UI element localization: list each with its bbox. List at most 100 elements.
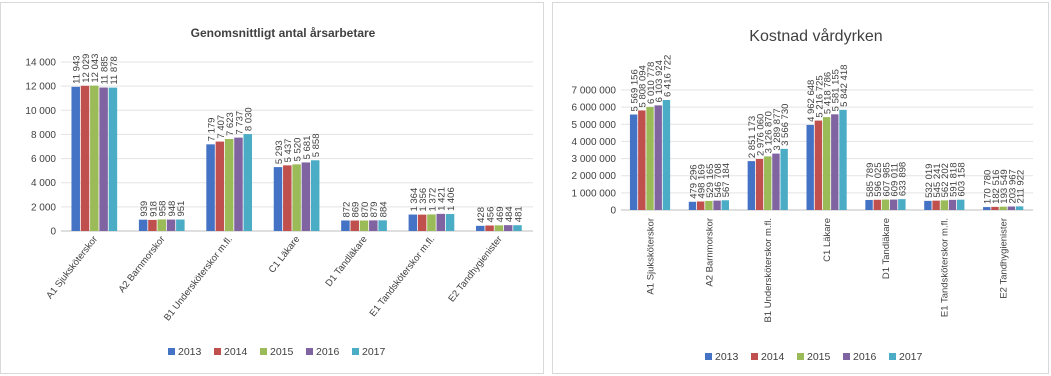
data-label: 3 566 730 bbox=[780, 104, 791, 146]
category-label: C1 Läkare bbox=[822, 218, 833, 262]
category-label: A1 Sjuksköterskor bbox=[645, 218, 656, 295]
y-tick-label: 14 000 bbox=[25, 58, 56, 69]
data-label: 469 bbox=[495, 206, 506, 222]
y-tick-label: 0 bbox=[50, 227, 56, 238]
bar-2015 bbox=[427, 214, 436, 231]
data-label: 2 851 173 bbox=[747, 116, 758, 158]
bar-2013 bbox=[476, 225, 485, 231]
bar-2013 bbox=[865, 199, 873, 210]
legend-swatch-2016 bbox=[843, 353, 850, 360]
bar-2017 bbox=[957, 199, 965, 210]
category-label: E1 Tandsköterskor m.fl. bbox=[368, 234, 438, 319]
data-label: 529 165 bbox=[705, 164, 716, 198]
y-tick-label: 10 000 bbox=[25, 106, 56, 117]
data-label: 879 bbox=[369, 202, 380, 218]
data-label: 1 421 bbox=[437, 187, 448, 211]
data-label: 546 708 bbox=[713, 163, 724, 197]
data-label: 948 bbox=[167, 201, 178, 217]
bar-2017 bbox=[898, 199, 906, 210]
category-label: D1 Tandläkare bbox=[881, 218, 892, 279]
bar-2014 bbox=[932, 200, 940, 210]
chart-panel-cost: Kostnad vårdyrken 0 1 000 000 2 000 000 3 00… bbox=[552, 2, 1049, 374]
bar-2015 bbox=[999, 206, 1007, 210]
bar-2016 bbox=[1007, 206, 1016, 210]
chart-cost: Kostnad vårdyrken 0 1 000 000 2 000 000 3 00… bbox=[572, 27, 1033, 363]
legend-label: 2013 bbox=[715, 351, 739, 363]
legend-swatch-2015 bbox=[260, 348, 267, 355]
category-label: D1 Tandläkare bbox=[324, 234, 370, 289]
data-label: 567 184 bbox=[721, 163, 732, 197]
chart-panel-fte: Genomsnittligt antal årsarbetare 0 2 000 4 … bbox=[0, 2, 544, 374]
y-tick-label: 2 000 bbox=[31, 202, 56, 213]
data-label: 532 019 bbox=[924, 164, 935, 198]
legend-swatch-2014 bbox=[214, 348, 221, 355]
data-label: 6 416 722 bbox=[662, 55, 673, 97]
data-label: 6 103 924 bbox=[654, 60, 665, 102]
data-label: 870 bbox=[360, 202, 371, 218]
data-label: 591 818 bbox=[948, 163, 959, 197]
legend-label: 2017 bbox=[362, 346, 386, 358]
bar-2013 bbox=[806, 124, 814, 210]
bar-2017 bbox=[108, 87, 118, 231]
category-label: E1 Tandsköterskor m.fl. bbox=[940, 218, 951, 317]
legend-label: 2015 bbox=[270, 346, 294, 358]
bar-2014 bbox=[873, 199, 881, 210]
data-label: 1 356 bbox=[418, 188, 429, 212]
data-label: 939 bbox=[139, 201, 150, 217]
data-label: 603 158 bbox=[957, 162, 968, 196]
data-label: 428 bbox=[476, 207, 487, 223]
legend-label: 2015 bbox=[807, 351, 831, 363]
bar-2016 bbox=[369, 220, 378, 231]
data-label: 958 bbox=[158, 201, 169, 217]
bar-2014 bbox=[148, 219, 157, 231]
data-label: 5 437 bbox=[283, 139, 294, 163]
y-tick-label: 2 000 000 bbox=[572, 171, 617, 182]
y-tick-label: 7 000 000 bbox=[572, 86, 617, 97]
data-label: 11 943 bbox=[72, 55, 83, 83]
bar-2017 bbox=[176, 219, 185, 231]
data-label: 5 681 bbox=[302, 136, 313, 160]
data-label: 11 878 bbox=[109, 56, 120, 84]
y-tick-label: 8 000 bbox=[31, 130, 56, 141]
category-label: A2 Barnmorskor bbox=[117, 234, 168, 295]
data-label: 8 030 bbox=[244, 107, 255, 131]
bar-2014 bbox=[283, 165, 292, 231]
data-label: 585 789 bbox=[865, 163, 876, 197]
data-label: 5 216 725 bbox=[814, 75, 825, 117]
bar-2014 bbox=[755, 158, 764, 210]
data-label: 5 858 bbox=[311, 134, 322, 158]
bar-2017 bbox=[839, 109, 847, 210]
bar-2014 bbox=[696, 201, 705, 210]
data-label: 5 520 bbox=[293, 138, 304, 162]
data-label: 5 293 bbox=[274, 140, 285, 164]
bar-2017 bbox=[662, 99, 671, 210]
data-label: 5 581 155 bbox=[831, 69, 842, 111]
bar-2013 bbox=[273, 167, 283, 231]
bar-2014 bbox=[485, 225, 494, 231]
data-label: 1 406 bbox=[446, 187, 457, 211]
bar-2015 bbox=[646, 106, 654, 210]
y-tick-label: 5 000 000 bbox=[572, 120, 617, 131]
data-label: 596 025 bbox=[873, 162, 884, 196]
y-tick-label: 12 000 bbox=[25, 82, 56, 93]
y-tick-label: 1 000 000 bbox=[572, 188, 617, 199]
legend-swatch-2017 bbox=[352, 348, 359, 355]
data-label: 7 179 bbox=[206, 118, 217, 142]
data-label: 203 967 bbox=[1007, 169, 1018, 203]
data-label: 3 289 877 bbox=[772, 108, 783, 150]
legend-swatch-2017 bbox=[889, 353, 896, 360]
legend-swatch-2013 bbox=[168, 348, 175, 355]
data-label: 633 898 bbox=[898, 162, 909, 196]
data-label: 12 029 bbox=[81, 54, 92, 83]
legend-label: 2016 bbox=[853, 351, 877, 363]
bar-2015 bbox=[940, 200, 949, 210]
bar-2015 bbox=[705, 200, 713, 210]
legend-swatch-2016 bbox=[306, 348, 313, 355]
data-label: 545 241 bbox=[932, 163, 943, 197]
bar-2015 bbox=[224, 138, 234, 231]
data-label: 479 296 bbox=[688, 164, 699, 198]
y-tick-label: 4 000 000 bbox=[572, 137, 617, 148]
legend-swatch-2015 bbox=[797, 353, 804, 360]
bar-2013 bbox=[408, 214, 418, 231]
chart-fte: Genomsnittligt antal årsarbetare 0 2 000 4 … bbox=[25, 26, 533, 358]
